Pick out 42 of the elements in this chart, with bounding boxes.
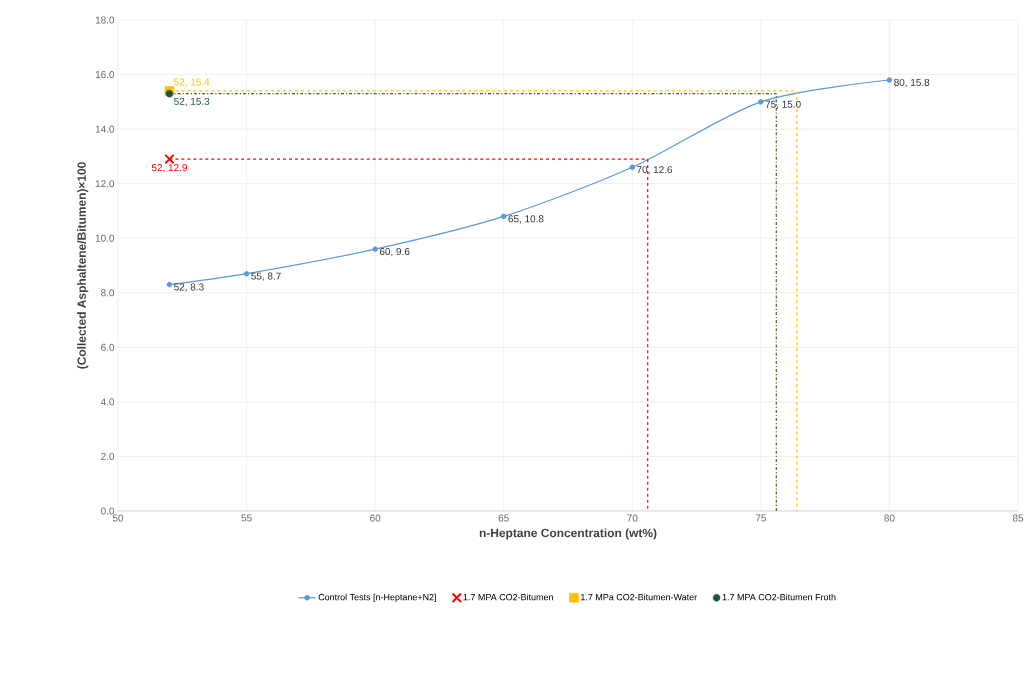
y-tick-label: 10.0 — [95, 234, 115, 242]
data-label: 55, 8.7 — [251, 272, 281, 281]
x-tick-label: 50 — [112, 514, 124, 522]
x-tick-label: 65 — [498, 514, 509, 522]
y-tick-label: 2.0 — [101, 452, 115, 460]
y-tick-label: 12.0 — [95, 180, 115, 188]
legend-label: 1.7 MPA CO2-Bitumen Froth — [722, 593, 836, 601]
point — [164, 153, 175, 165]
y-axis-title: (Collected Asphaltene/Bitumen)×100 — [77, 162, 89, 369]
point — [629, 164, 636, 171]
legend-label: Control Tests [n-Heptane+N2] — [318, 593, 436, 603]
point — [166, 281, 173, 288]
data-label: 65, 10.8 — [508, 215, 544, 224]
legend-label: 1.7 MPA CO2-Bitumen — [463, 593, 553, 601]
y-tick-label: 14.0 — [95, 125, 115, 133]
data-label: 52, 15.4 — [174, 78, 210, 87]
y-tick-label: 4.0 — [100, 398, 115, 406]
y-tick-label: 16.0 — [95, 71, 115, 79]
point — [243, 270, 250, 277]
data-label: 52, 8.3 — [174, 283, 204, 292]
data-label: 70, 12.6 — [637, 166, 673, 175]
data-label: 80, 15.8 — [894, 78, 930, 88]
y-tick-label: 0.0 — [101, 507, 115, 515]
y-tick-label: 18.0 — [95, 16, 115, 24]
point — [758, 99, 764, 105]
x-tick-label: 75 — [755, 514, 766, 522]
data-label: 52, 15.3 — [174, 97, 210, 107]
legend-label: 1.7 MPa CO2-Bitumen-Water — [581, 593, 697, 601]
x-tick-label: 60 — [370, 514, 381, 522]
x-tick-label: 70 — [627, 514, 638, 522]
data-label: 60, 9.6 — [379, 248, 410, 257]
y-tick-label: 6.0 — [101, 343, 115, 351]
data-label: 52, 12.9 — [151, 164, 187, 173]
y-tick-label: 8.0 — [101, 289, 115, 297]
data-label: 75, 15.0 — [765, 100, 801, 109]
x-axis-title: n-Heptane Concentration (wt%) — [479, 528, 657, 540]
x-tick-label: 85 — [1012, 514, 1024, 522]
x-tick-label: 55 — [241, 514, 252, 522]
point — [372, 246, 378, 252]
point — [886, 77, 893, 83]
x-tick-label: 80 — [884, 514, 895, 522]
point — [500, 213, 507, 220]
